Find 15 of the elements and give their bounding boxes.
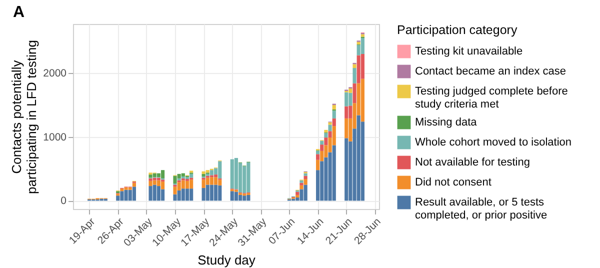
legend-title: Participation category: [397, 23, 518, 37]
x-axis-title: Study day: [198, 252, 256, 268]
legend-label: Testing kit unavailable: [415, 46, 523, 58]
legend-label: Not available for testing: [415, 156, 530, 168]
legend-label: Result available, or 5 tests completed, or prior positive: [415, 196, 548, 222]
y-tick-label: 2000: [43, 68, 67, 80]
legend-label: Whole cohort moved to isolation: [415, 136, 572, 148]
legend-label: Missing data: [415, 116, 478, 128]
y-tick-label: 0: [60, 195, 67, 208]
chart-title: A: [13, 4, 25, 21]
y-tick-label: 1000: [43, 131, 67, 144]
legend-label: Did not consent: [415, 176, 492, 188]
legend-label: Testing judged complete before study criteria met: [415, 86, 568, 110]
y-axis-title: Contacts potentially participating in LFD testing: [9, 40, 40, 194]
legend-label: Contact became an index case: [415, 66, 566, 78]
